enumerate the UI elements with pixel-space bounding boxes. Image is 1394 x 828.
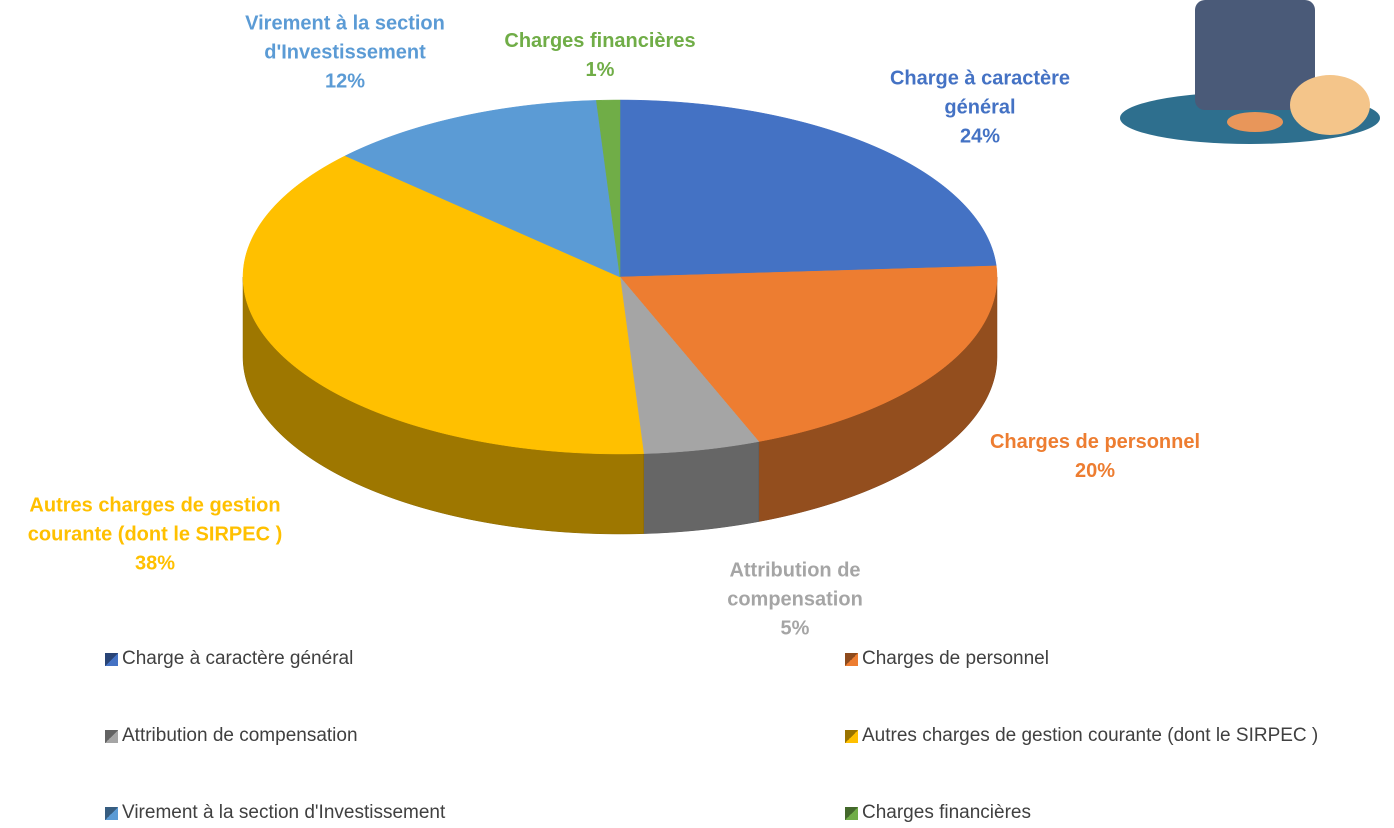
- data-label-name: Charge à caractère général: [865, 65, 1095, 123]
- data-label-value: 24%: [865, 123, 1095, 152]
- legend-label: Charge à caractère général: [122, 648, 353, 670]
- data-label-name: Attribution de compensation: [700, 557, 890, 615]
- data-label-value: 5%: [700, 615, 890, 644]
- data-label-value: 1%: [480, 56, 720, 85]
- legend-label: Charges de personnel: [862, 648, 1049, 670]
- legend-item: Charge à caractère général: [105, 648, 353, 670]
- illustration: [1120, 0, 1380, 144]
- legend-label: Autres charges de gestion courante (dont…: [862, 725, 1318, 747]
- data-label-value: 12%: [220, 68, 470, 97]
- data-label-value: 38%: [5, 550, 305, 579]
- page: {"chart_data": {"type": "pie3d", "catego…: [0, 0, 1394, 828]
- data-label-value: 20%: [965, 457, 1225, 486]
- data-label-name: Charges financières: [480, 27, 720, 56]
- legend-label: Virement à la section d'Investissement: [122, 802, 445, 824]
- legend-item: Attribution de compensation: [105, 725, 358, 747]
- legend-swatch: [845, 730, 858, 743]
- illustration-piggy: [1290, 75, 1370, 135]
- data-label-name: Autres charges de gestion courante (dont…: [5, 492, 305, 550]
- legend-item: Autres charges de gestion courante (dont…: [845, 725, 1318, 747]
- data-label-name: Charges de personnel: [965, 428, 1225, 457]
- legend-item: Charges financières: [845, 802, 1031, 824]
- legend-item: Virement à la section d'Investissement: [105, 802, 445, 824]
- legend-swatch: [105, 807, 118, 820]
- chart: [0, 0, 1394, 828]
- data-label-name: Virement à la section d'Investissement: [220, 10, 470, 68]
- legend-label: Attribution de compensation: [122, 725, 358, 747]
- legend-swatch: [105, 730, 118, 743]
- legend-swatch: [845, 653, 858, 666]
- data-label: Autres charges de gestion courante (dont…: [5, 492, 305, 579]
- legend-item: Charges de personnel: [845, 648, 1049, 670]
- legend-label: Charges financières: [862, 802, 1031, 824]
- illustration-coins: [1227, 112, 1283, 132]
- legend-swatch: [845, 807, 858, 820]
- slice-side: [644, 442, 759, 534]
- legend-swatch: [105, 653, 118, 666]
